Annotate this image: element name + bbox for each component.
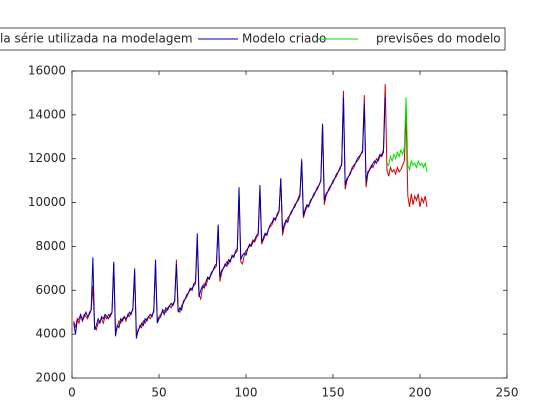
- y-tick-label: 6000: [35, 283, 66, 297]
- series-line: [73, 97, 386, 339]
- x-tick-label: 200: [409, 386, 432, 400]
- y-tick-label: 14000: [28, 107, 66, 121]
- x-tick-label: 150: [322, 386, 345, 400]
- series-line: [73, 84, 428, 336]
- y-tick-label: 2000: [35, 371, 66, 385]
- legend-box: [0, 27, 506, 51]
- plot-frame: [71, 70, 508, 379]
- y-tick-label: 8000: [35, 239, 66, 253]
- y-tick-label: 12000: [28, 151, 66, 165]
- x-tick-label: 50: [151, 386, 166, 400]
- x-tick-label: 250: [496, 386, 519, 400]
- legend-label: previsões do modelo: [376, 32, 501, 46]
- x-tick-label: 0: [68, 386, 76, 400]
- y-tick-label: 10000: [28, 195, 66, 209]
- y-tick-label: 4000: [35, 327, 66, 341]
- x-tick-label: 100: [235, 386, 258, 400]
- y-tick-label: 16000: [28, 64, 66, 78]
- legend-label: Modelo criado: [242, 32, 326, 46]
- series-line: [386, 97, 428, 172]
- legend-label: la série utilizada na modelagem: [0, 32, 193, 46]
